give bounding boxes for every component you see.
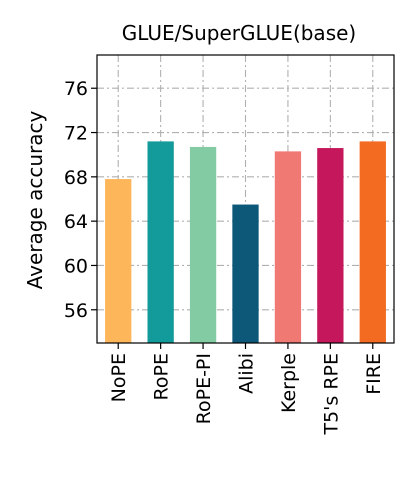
bar xyxy=(274,151,302,343)
y-tick-label: 72 xyxy=(64,123,88,145)
x-tick-label: RoPE-PI xyxy=(193,353,215,424)
bar xyxy=(189,146,217,343)
x-axis-ticks: NoPE RoPE RoPE-PI Alibi Kerple T5's RPE FIRE xyxy=(108,343,385,436)
bar xyxy=(232,204,259,343)
y-axis-ticks: 56 60 64 68 72 76 xyxy=(64,78,97,322)
bar xyxy=(359,141,386,343)
x-tick-label: Kerple xyxy=(278,353,300,413)
y-tick-label: 68 xyxy=(64,167,88,189)
y-tick-label: 56 xyxy=(64,300,88,322)
chart-title: GLUE/SuperGLUE(base) xyxy=(122,21,356,45)
y-tick-label: 60 xyxy=(64,255,88,277)
y-tick-label: 76 xyxy=(64,78,88,100)
bar xyxy=(317,148,344,343)
x-tick-label: Alibi xyxy=(236,353,258,394)
bar xyxy=(147,141,174,343)
x-tick-label: NoPE xyxy=(108,353,130,402)
y-tick-label: 64 xyxy=(64,211,88,233)
x-tick-label: FIRE xyxy=(363,353,385,395)
x-tick-label: RoPE xyxy=(151,353,173,400)
x-tick-label: T5's RPE xyxy=(320,353,342,436)
bars xyxy=(105,141,386,343)
plot-frame xyxy=(96,54,395,344)
bar xyxy=(105,179,132,343)
y-axis-label: Average accuracy xyxy=(23,110,47,289)
